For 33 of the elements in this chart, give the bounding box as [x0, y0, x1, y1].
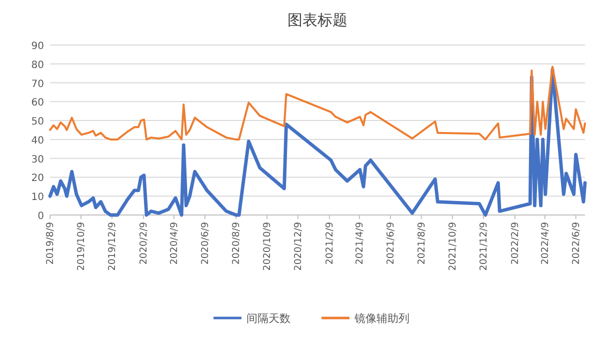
- x-tick-label: 2021/4/9: [354, 222, 366, 265]
- y-tick-label: 30: [31, 154, 44, 166]
- line-series: [49, 66, 586, 140]
- y-tick-label: 10: [31, 192, 44, 204]
- x-tick-label: 2021/12/9: [478, 222, 490, 271]
- x-tick-label: 2020/12/9: [292, 222, 304, 271]
- y-tick-label: 70: [31, 78, 44, 90]
- x-tick-label: 2019/10/9: [76, 222, 87, 271]
- y-tick-label: 50: [31, 116, 44, 128]
- x-tick-label: 2022/2/9: [510, 222, 521, 265]
- x-tick-label: 2021/10/9: [447, 222, 458, 271]
- y-tick-label: 0: [38, 211, 44, 222]
- x-tick-label: 2020/8/9: [230, 222, 242, 265]
- x-tick-label: 2020/10/9: [262, 222, 273, 271]
- x-tick-label: 2019/12/9: [106, 222, 118, 271]
- legend-label: 间隔天数: [246, 312, 290, 325]
- x-tick-label: 2021/8/9: [416, 222, 428, 265]
- x-tick-label: 2020/6/9: [200, 222, 211, 265]
- x-tick-label: 2022/4/9: [540, 222, 551, 265]
- x-tick-label: 2022/6/9: [570, 222, 582, 265]
- legend-label: 镜像辅助列: [354, 312, 410, 325]
- y-tick-label: 60: [31, 98, 44, 109]
- x-tick-label: 2021/6/9: [385, 222, 396, 265]
- chart-title: 图表标题: [288, 11, 348, 29]
- x-tick-label: 2020/2/9: [138, 222, 150, 265]
- y-tick-label: 80: [31, 60, 44, 71]
- line-series: [48, 68, 587, 217]
- x-tick-label: 2020/4/9: [168, 222, 180, 265]
- y-tick-label: 40: [31, 135, 44, 146]
- x-tick-label: 2021/2/9: [324, 222, 336, 265]
- x-tick-label: 2019/8/9: [45, 222, 56, 265]
- y-tick-label: 90: [31, 41, 44, 52]
- y-tick-label: 20: [31, 173, 44, 184]
